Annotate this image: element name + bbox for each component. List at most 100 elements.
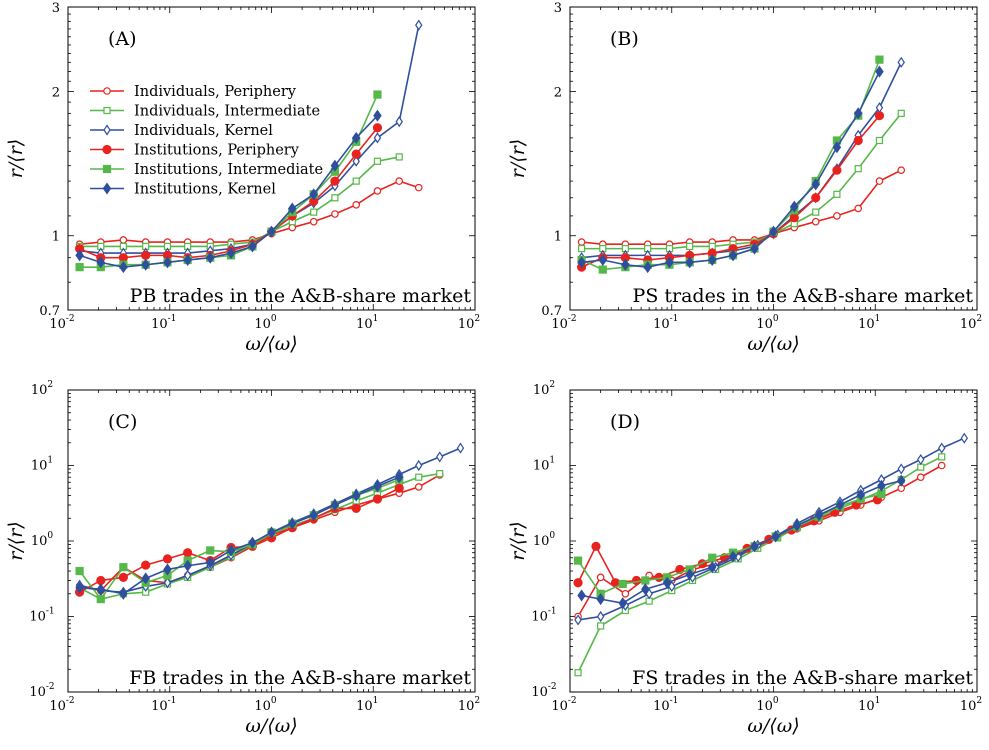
data-point (206, 251, 215, 264)
y-tick-label: 102 (31, 380, 53, 398)
legend-marker (103, 87, 111, 95)
legend-label: Institutions, Intermediate (134, 162, 323, 178)
data-point (728, 249, 738, 262)
x-axis-label: ω/⟨ω⟩ (747, 715, 799, 737)
x-tick-label: 101 (858, 696, 880, 714)
panel-label: (B) (610, 28, 639, 50)
data-point (856, 488, 865, 501)
x-tick-label: 102 (458, 696, 480, 714)
panel-d: 10-2 10-1 100 101 102 10-2 10-1 100 101 102 (D) FS … (507, 380, 982, 737)
series-line (79, 476, 400, 595)
data-point (163, 256, 172, 269)
y-tick-label: 10-1 (531, 607, 556, 625)
data-point (685, 256, 694, 269)
data-point (395, 116, 403, 128)
legend: Individuals, Periphery Individuals, Inter… (90, 84, 323, 198)
series-line (79, 156, 400, 248)
data-point (835, 498, 845, 512)
data-point (814, 509, 824, 522)
y-tick-label: 101 (533, 456, 555, 474)
data-point (373, 480, 382, 493)
series-line (581, 169, 902, 246)
data-point (267, 225, 276, 238)
y-tick-label: 100 (533, 531, 556, 549)
data-point (75, 566, 84, 576)
x-tick-label: 100 (756, 696, 779, 714)
series-line (577, 456, 943, 674)
data-point (288, 202, 297, 215)
data-point (119, 261, 128, 274)
data-point (937, 442, 946, 454)
data-point (163, 577, 172, 589)
data-point (631, 575, 642, 586)
chart-title: PB trades in the A&B-share market (130, 285, 472, 307)
data-point (373, 109, 382, 122)
data-point (141, 250, 151, 260)
data-point (621, 589, 630, 598)
data-point (395, 177, 404, 185)
data-point (708, 253, 717, 267)
y-tick-label: 102 (533, 380, 555, 398)
data-point (351, 489, 361, 502)
data-point (118, 253, 128, 263)
legend-label: Individuals, Periphery (134, 84, 297, 100)
series-line (581, 479, 902, 605)
data-point (75, 581, 84, 594)
data-point (577, 238, 586, 246)
data-point (226, 247, 236, 260)
chart-title: PS trades in the A&B-share market (633, 285, 974, 307)
data-point (330, 176, 340, 186)
data-point (415, 473, 423, 481)
panel-label: (C) (108, 411, 137, 433)
data-point (618, 597, 627, 610)
y-tick-label: 100 (31, 531, 54, 549)
data-point (372, 123, 383, 133)
series-line (581, 61, 902, 259)
data-point (288, 223, 297, 232)
data-point (373, 157, 382, 165)
legend-marker (103, 124, 111, 136)
y-axis-label: r/⟨r⟩ (5, 521, 27, 560)
data-point (854, 165, 862, 173)
data-point (373, 132, 382, 144)
data-point (573, 556, 583, 565)
data-point (598, 253, 608, 267)
data-point (352, 177, 360, 185)
data-point (790, 200, 799, 213)
data-point (832, 141, 842, 154)
data-point (708, 553, 717, 562)
data-point (372, 494, 383, 504)
data-point (938, 453, 946, 461)
data-point (750, 242, 759, 255)
data-point (206, 556, 215, 569)
data-point (833, 190, 841, 198)
data-point (686, 242, 694, 251)
plot-frame (569, 389, 978, 693)
data-point (96, 256, 106, 269)
data-point (351, 131, 361, 144)
data-point (330, 159, 340, 172)
data-point (330, 498, 340, 512)
data-point (352, 155, 360, 167)
data-point (141, 258, 150, 271)
data-point (415, 459, 423, 472)
series-line (577, 437, 965, 621)
data-point (75, 263, 84, 272)
legend-label: Institutions, Periphery (134, 143, 300, 159)
panel-c: 10-2 10-1 100 101 102 10-2 10-1 100 101 102 (C) FB … (5, 380, 480, 737)
data-point (309, 217, 318, 226)
data-point (853, 107, 863, 120)
data-point (162, 554, 173, 564)
data-point (456, 442, 465, 454)
x-tick-label: 10-1 (653, 696, 678, 714)
data-point (641, 583, 650, 596)
data-point (394, 483, 404, 493)
data-point (183, 569, 192, 582)
y-tick-label: 10-1 (29, 607, 54, 625)
data-point (288, 517, 297, 530)
data-point (226, 544, 236, 557)
data-point (309, 509, 318, 522)
y-tick-label: 2 (52, 85, 60, 100)
data-point (917, 453, 925, 466)
